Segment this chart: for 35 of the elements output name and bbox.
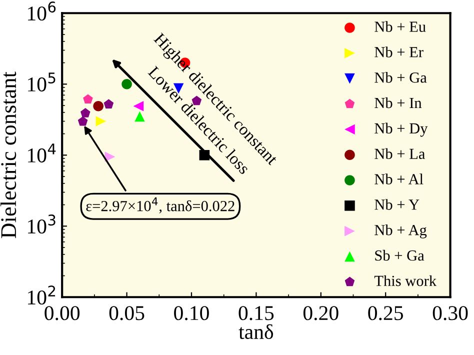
legend-label: Nb + Dy <box>374 122 428 137</box>
y-tick-label: 10$^{4}$ <box>28 144 56 162</box>
legend-label: This work <box>374 275 437 286</box>
point <box>122 78 132 90</box>
point <box>80 108 90 118</box>
x-tick-label: 0.00 <box>44 306 80 320</box>
legend-label: Nb + Eu <box>374 21 426 32</box>
point <box>93 100 104 112</box>
y-tick-label: 10$^{5}$ <box>28 72 56 92</box>
legend-label: Nb + Er <box>374 46 424 58</box>
legend-label: Nb + In <box>374 97 422 108</box>
x-tick-label: 0.15 <box>238 306 274 320</box>
y-tick-label: 10$^{2}$ <box>28 286 56 305</box>
y-axis-title: Dielectric constant <box>0 72 16 238</box>
legend-label: Nb + Y <box>374 199 420 210</box>
point <box>83 94 93 104</box>
legend-label: Nb + Ag <box>374 224 427 238</box>
point <box>104 99 114 108</box>
y-tick-label: 10$^{6}$ <box>28 2 56 21</box>
y-tick-label: 10$^{3}$ <box>28 214 56 234</box>
legend-label: Sb + Ga <box>375 250 424 261</box>
x-tick-label: 0.30 <box>432 306 468 320</box>
x-tick-label: 0.05 <box>109 306 144 320</box>
point <box>133 100 144 112</box>
legend-label: Nb + La <box>374 148 425 160</box>
x-tick-label: 0.20 <box>303 306 338 320</box>
point <box>96 116 106 126</box>
x-tick-label: 0.25 <box>368 306 404 320</box>
legend-label: Nb + Ga <box>374 72 427 83</box>
point <box>134 111 145 122</box>
point <box>78 116 88 126</box>
x-tick-label: 0.10 <box>174 306 209 320</box>
x-axis-title: tanδ <box>238 324 274 340</box>
annotation: ε=2.97×10$^{4}$, tanδ=0.022 <box>86 197 234 214</box>
legend-label: Nb + Al <box>374 174 424 184</box>
